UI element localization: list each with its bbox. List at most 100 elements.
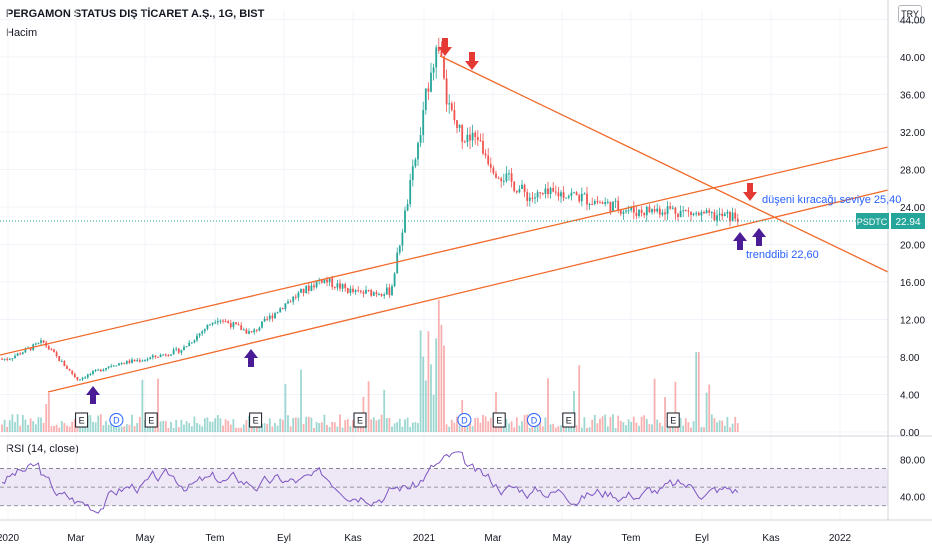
candle-body [435,47,438,68]
candle-body [164,354,167,356]
candle-body [305,285,308,293]
volume-bar [539,417,542,432]
candle-body [476,137,479,141]
candle-body [110,365,113,367]
volume-bar [471,425,474,432]
candle-body [552,187,555,192]
up-arrow-icon [244,349,258,367]
candle-body [50,349,53,351]
volume-bar [375,420,378,432]
y-axis: 44.00 40.00 36.00 32.00 28.00 24.00 20.00 16.00… [887,0,925,520]
candle-body [612,201,614,212]
volume-bar [482,414,484,432]
volume-bar [172,427,175,432]
candle-body [502,180,505,182]
volume-bar [136,423,139,432]
candle-body [578,195,581,202]
candle-body [411,166,414,181]
candle-body [268,315,271,320]
volume-bar [391,426,393,432]
volume-bar [203,418,206,432]
candle-body [29,347,32,350]
candle-body [34,343,37,345]
volume-bar [430,364,432,432]
candle-body [544,188,547,194]
volume-bar [718,420,721,432]
volume-bar [627,419,630,432]
candle-body [708,210,711,213]
volume-bar [549,424,552,432]
volume-bar [242,424,245,432]
candle-body [723,213,726,217]
volume-bar [606,426,609,432]
rsi-label[interactable]: RSI (14, close) [6,443,79,455]
candle-body [235,322,237,325]
volume-bar [596,423,599,432]
candle-body [495,173,497,178]
volume-bar [721,420,724,432]
candle-body [601,202,604,204]
candle-body [515,191,518,193]
candle-body [596,201,599,203]
candle-body [414,159,417,167]
volume-bar [170,421,172,432]
volume-bar [268,418,271,432]
candle-body [453,110,456,121]
volume-bar [515,417,518,432]
candle-body [385,287,388,295]
candle-body [718,213,721,216]
candle-body [388,287,391,296]
candle-body [513,181,516,192]
volume-bar [318,423,321,432]
volume-bar [619,420,622,432]
candle-body [632,206,635,213]
candle-body [313,285,315,288]
volume-bar [359,425,362,432]
volume-bar [651,424,653,432]
candle-body [73,373,76,378]
candle-body [409,180,412,205]
volume-bar [6,426,9,432]
candle-body [128,360,131,363]
volume-bar [3,419,6,432]
candle-body [258,327,261,331]
volume-bar [679,417,682,432]
candle-body [487,155,490,165]
candle-body [79,379,81,381]
volume-bar [341,427,344,432]
candle-body [627,210,630,212]
volume-label[interactable]: Hacim [6,27,38,39]
y-tick-label: 24.00 [900,203,925,214]
candle-body [736,218,739,222]
candle-body [341,284,344,289]
volume-bar [68,426,71,432]
candle-body [679,210,682,218]
volume-bar [276,425,279,432]
volume-bar [370,419,373,432]
volume-bar [211,421,214,432]
earnings-marker [144,412,158,428]
volume-bar [297,417,300,432]
volume-bar [666,424,669,432]
candle-body [406,204,409,211]
volume-bar [102,425,105,432]
candle-body [320,279,323,283]
candle-body [274,313,276,319]
volume-bar [320,422,323,432]
currency-badge[interactable]: TRY [898,5,922,23]
candle-body [149,357,152,360]
candle-body [661,212,664,215]
candle-body [721,213,724,217]
candle-body [474,132,477,138]
x-tick-label: May [553,533,572,544]
volume-bar [726,416,729,432]
volume-bar [11,414,14,432]
descending-resistance-line [439,55,889,273]
volume-bar [37,417,40,432]
volume-bar [138,416,141,432]
volume-bar [731,423,734,432]
candle-body [284,303,287,310]
candle-body [417,142,419,160]
volume-bar [263,423,266,432]
